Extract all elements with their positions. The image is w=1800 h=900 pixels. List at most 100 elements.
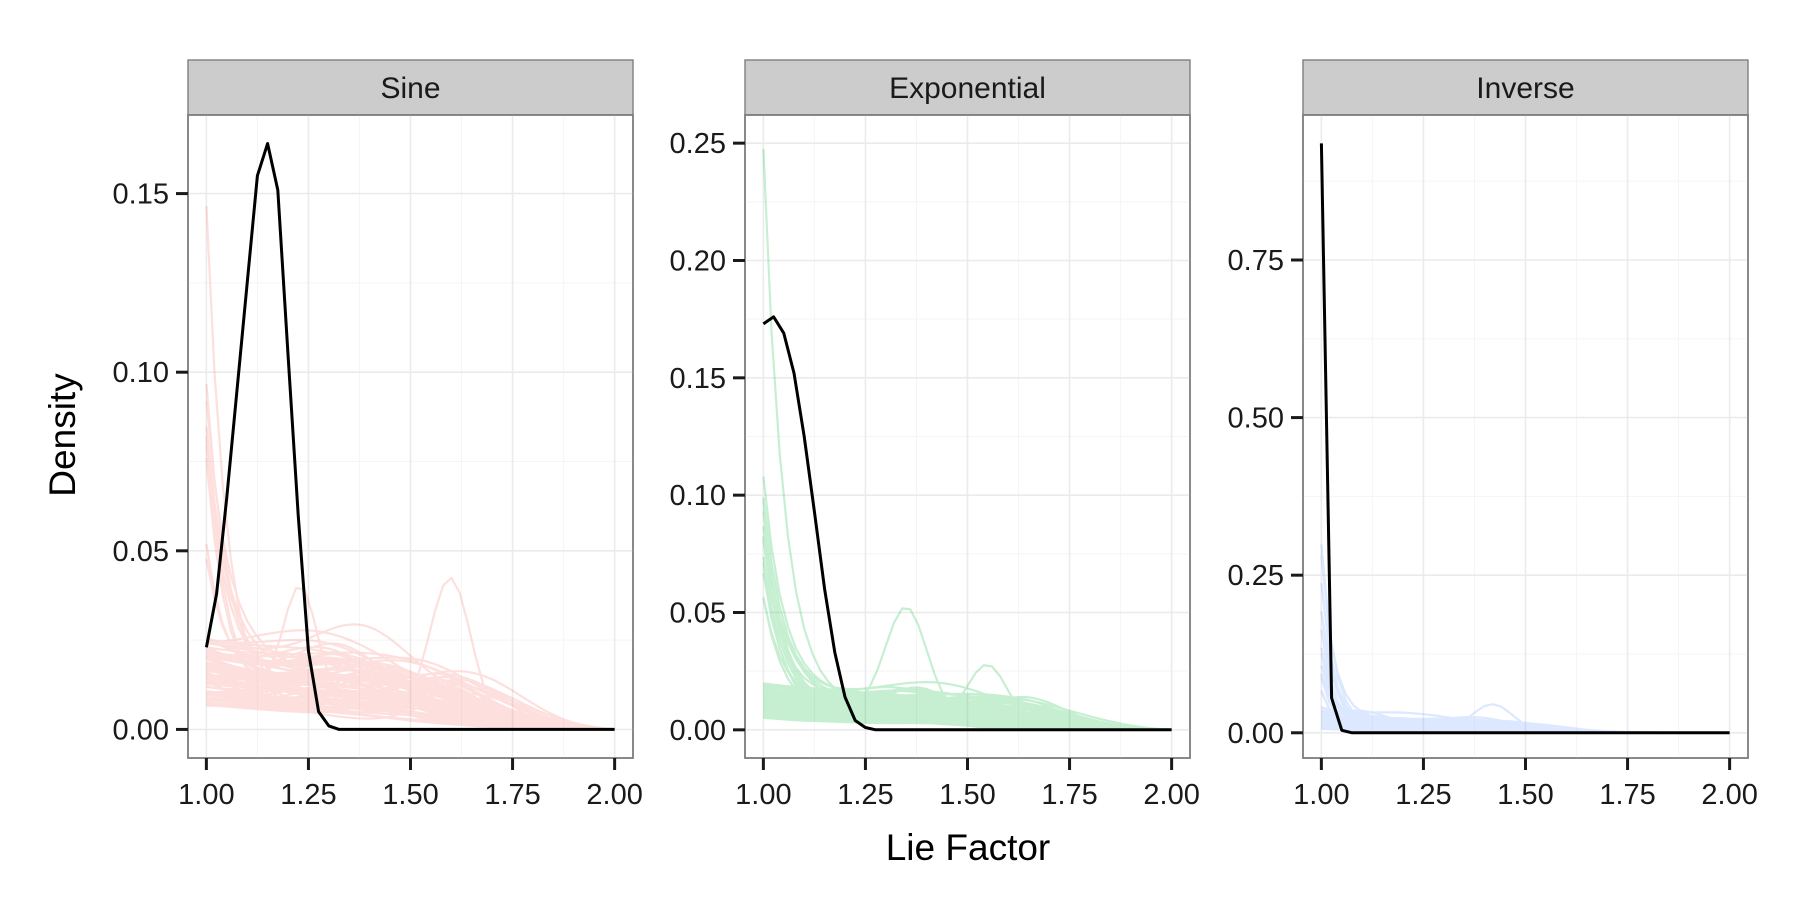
simulated-density-line <box>206 660 615 731</box>
simulated-density-line <box>206 657 615 731</box>
x-tick-label: 1.00 <box>735 779 791 811</box>
simulated-density-line <box>205 653 615 731</box>
x-tick-label: 1.50 <box>382 779 438 811</box>
simulated-density-line <box>206 673 615 731</box>
simulated-density-line <box>206 698 615 731</box>
y-tick-label: 0.05 <box>113 536 169 568</box>
simulated-density-line <box>206 655 615 731</box>
x-tick-label: 1.75 <box>484 779 540 811</box>
simulated-density-line <box>205 445 615 731</box>
simulated-density-line <box>763 702 1172 731</box>
simulated-density-line <box>205 206 615 731</box>
x-tick-label: 1.75 <box>1041 779 1097 811</box>
simulated-density-line <box>206 702 615 731</box>
simulated-density-line <box>206 662 615 731</box>
simulated-density-line <box>763 694 1172 731</box>
simulated-density-line <box>762 526 1172 731</box>
simulated-density-line <box>206 656 615 731</box>
simulated-density-line <box>206 670 615 731</box>
facet-label: Inverse <box>1476 72 1574 105</box>
panel-sine: Sine 0.00 0.05 0.10 0.15 1.00 1.25 1.50 1.75 2.00 <box>113 59 643 811</box>
simulated-density-line <box>763 710 1172 731</box>
simulated-density-line <box>206 696 615 731</box>
simulated-density-line <box>206 651 615 731</box>
simulated-density-line <box>763 700 1172 731</box>
simulated-density-line <box>206 662 615 731</box>
simulated-density-line <box>205 576 615 731</box>
y-tick-label: 0.00 <box>670 715 726 747</box>
x-tick-label: 1.75 <box>1599 779 1655 811</box>
y-tick-label: 0.25 <box>1228 560 1284 592</box>
simulated-density-line <box>206 641 615 731</box>
simulated-density-line <box>206 645 615 731</box>
facet-strip <box>1302 59 1749 116</box>
observed-density-line <box>204 142 615 731</box>
y-tick-label: 0.00 <box>1228 718 1284 750</box>
simulated-density-line <box>762 572 1172 731</box>
facet-label: Sine <box>380 72 440 105</box>
panels-layer: Sine 0.00 0.05 0.10 0.15 1.00 1.25 1.50 1.75 2.00… <box>113 59 1758 811</box>
simulated-density-line <box>763 683 1172 731</box>
simulated-density-line <box>762 476 1172 731</box>
simulated-density-line <box>763 695 1172 731</box>
simulated-density-line <box>206 677 615 731</box>
simulated-density-line <box>206 683 615 731</box>
simulated-density-line <box>205 426 615 731</box>
simulated-density-line <box>763 682 1172 731</box>
simulated-density-line <box>763 692 1172 731</box>
simulated-density-line <box>206 666 615 731</box>
simulated-density-line <box>763 702 1172 731</box>
y-tick-label: 0.00 <box>113 714 169 746</box>
simulated-density-line <box>206 696 615 731</box>
simulated-density-line <box>206 661 615 731</box>
simulated-density-line <box>762 537 1172 731</box>
simulated-density-line <box>763 683 1172 731</box>
simulated-density-line <box>206 672 615 731</box>
simulated-density-line <box>206 664 615 731</box>
x-tick-label: 1.25 <box>1395 779 1451 811</box>
simulated-density-line <box>205 675 615 731</box>
simulated-density-line <box>763 704 1172 731</box>
simulated-density-line <box>763 713 1172 731</box>
simulated-density-line <box>206 668 615 731</box>
simulated-density-line <box>763 688 1172 731</box>
x-tick-label: 1.25 <box>280 779 336 811</box>
simulated-density-line <box>206 676 615 731</box>
simulated-density-line <box>763 692 1172 731</box>
simulated-density-line <box>763 695 1172 731</box>
facet-strip <box>187 59 634 116</box>
simulated-density-line <box>206 693 615 731</box>
simulated-density-line <box>206 665 615 731</box>
simulated-density-line <box>763 686 1172 731</box>
simulated-density-line <box>763 683 1172 731</box>
simulated-density-line <box>205 458 615 731</box>
x-tick-label: 2.00 <box>1143 779 1199 811</box>
x-tick-label: 1.00 <box>1293 779 1349 811</box>
simulated-density-line <box>205 459 615 731</box>
simulated-density-line <box>206 681 615 731</box>
simulated-density-line <box>205 645 615 731</box>
simulated-density-line <box>762 497 1172 731</box>
simulated-density-line <box>206 623 615 731</box>
simulated-density-line <box>763 694 1172 731</box>
simulated-density-line <box>206 700 615 731</box>
simulated-density-line <box>206 629 615 731</box>
simulated-density-line <box>206 651 615 731</box>
x-tick-label: 1.00 <box>178 779 234 811</box>
simulated-density-line <box>206 659 615 731</box>
simulated-density-line <box>206 679 615 731</box>
simulated-density-line <box>763 688 1172 731</box>
simulated-density-line <box>763 690 1172 731</box>
simulated-density-line <box>206 685 615 731</box>
simulated-density-line <box>206 651 615 731</box>
simulated-density-line <box>763 691 1172 731</box>
x-tick-label: 1.50 <box>939 779 995 811</box>
simulated-density-line <box>206 637 615 731</box>
simulated-density-line <box>206 667 615 731</box>
simulated-density-line <box>763 684 1172 731</box>
y-tick-label: 0.50 <box>1228 403 1284 435</box>
x-axis-title: Lie Factor <box>886 827 1051 868</box>
simulated-density-line <box>205 384 615 731</box>
simulated-density-line <box>762 536 1172 731</box>
